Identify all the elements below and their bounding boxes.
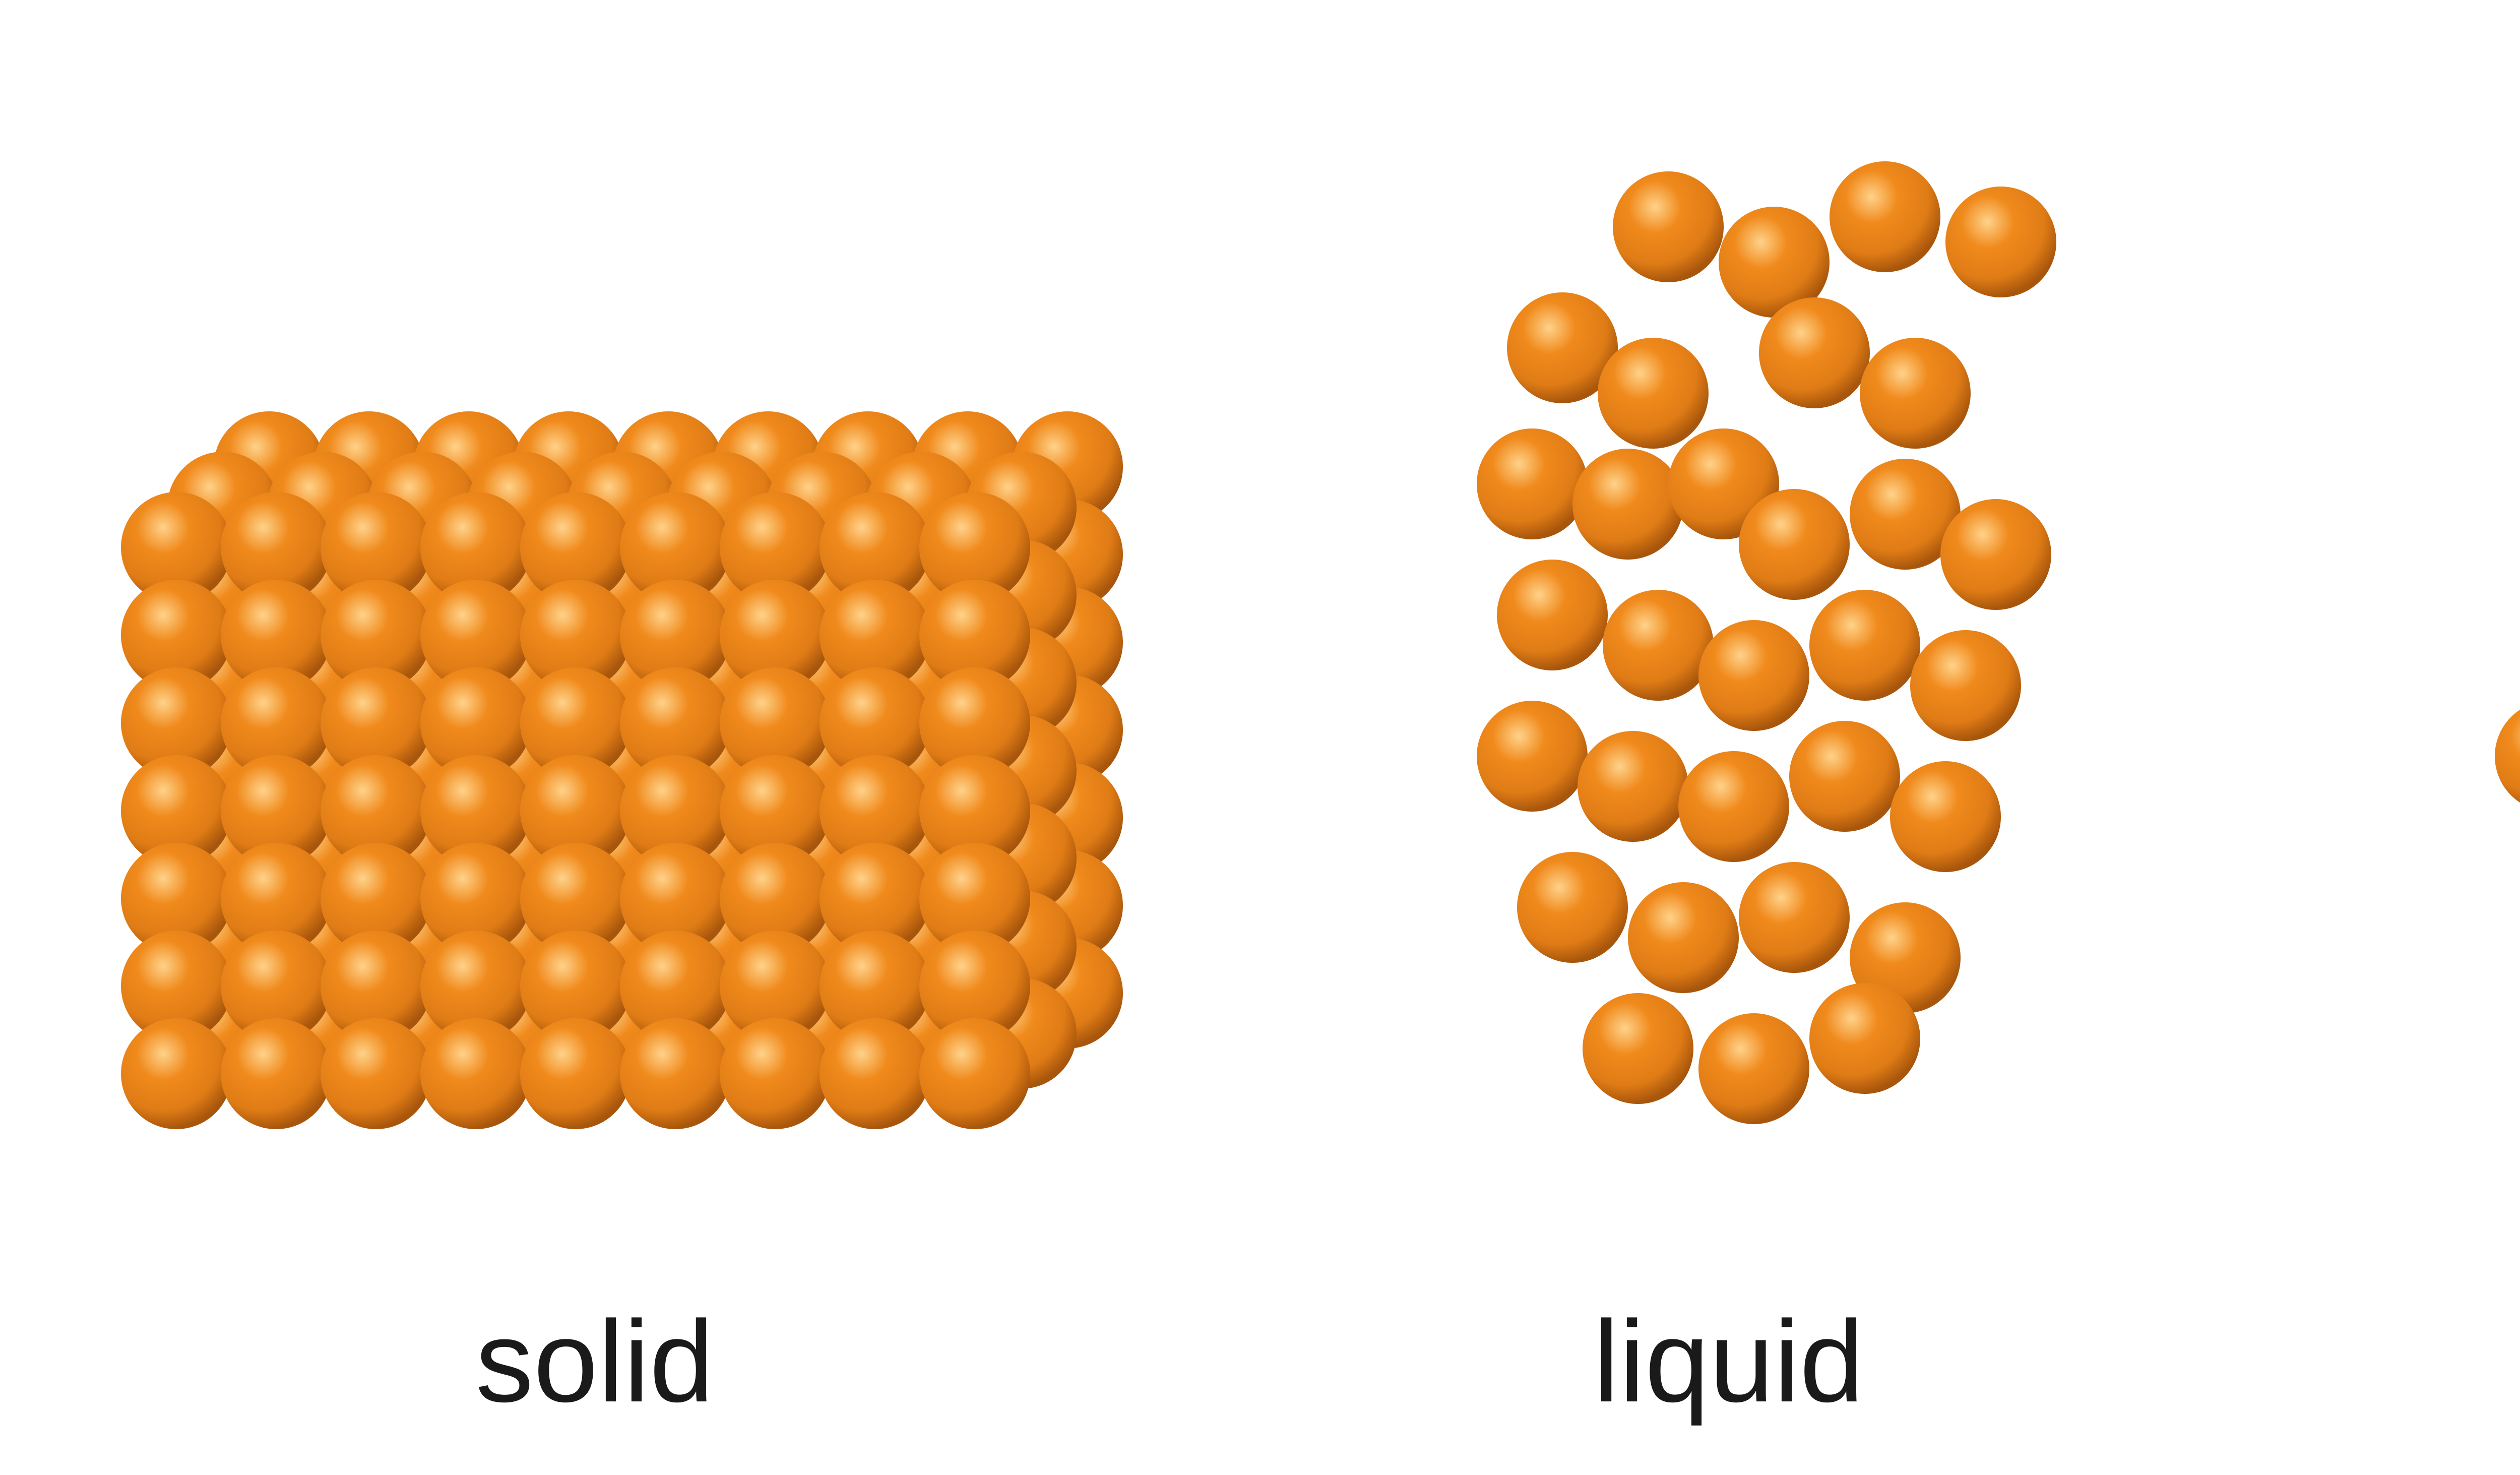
particle [1578, 731, 1688, 842]
particle [820, 1018, 930, 1129]
particle [1698, 1013, 1809, 1124]
states-of-matter-diagram: solid liquid gaseous [0, 0, 2520, 1475]
particle [1572, 449, 1683, 560]
particle [1678, 751, 1789, 862]
particle [1809, 983, 1920, 1094]
particle [520, 1018, 631, 1129]
particle [1613, 171, 1724, 282]
particle [221, 1018, 332, 1129]
particle [420, 1018, 531, 1129]
particle [1830, 161, 1940, 272]
particle [1698, 620, 1809, 731]
particle [1910, 630, 2021, 741]
solid-panel [121, 411, 1123, 1129]
particle [720, 1018, 831, 1129]
gaseous-panel [2495, 91, 2520, 1094]
particle [1598, 338, 1709, 449]
particle [321, 1018, 431, 1129]
particle [1477, 701, 1588, 812]
particle [1583, 993, 1693, 1104]
particle [1759, 297, 1870, 408]
liquid-label: liquid [1593, 1297, 1864, 1426]
particle [1477, 428, 1588, 539]
particle [1860, 338, 1971, 449]
particle [121, 1018, 232, 1129]
particle [919, 1018, 1030, 1129]
particle [620, 1018, 731, 1129]
particle [1945, 187, 2056, 297]
solid-label: solid [475, 1297, 714, 1426]
particle [1497, 560, 1608, 670]
particle [2495, 701, 2520, 812]
particle [1739, 862, 1850, 973]
particle [1603, 590, 1714, 701]
particle [1940, 499, 2051, 610]
particle [1517, 852, 1628, 963]
liquid-panel [1477, 161, 2056, 1124]
particle [1789, 721, 1900, 832]
particle [1809, 590, 1920, 701]
particle [1628, 882, 1739, 993]
particle [1739, 489, 1850, 600]
particle [1890, 761, 2001, 872]
